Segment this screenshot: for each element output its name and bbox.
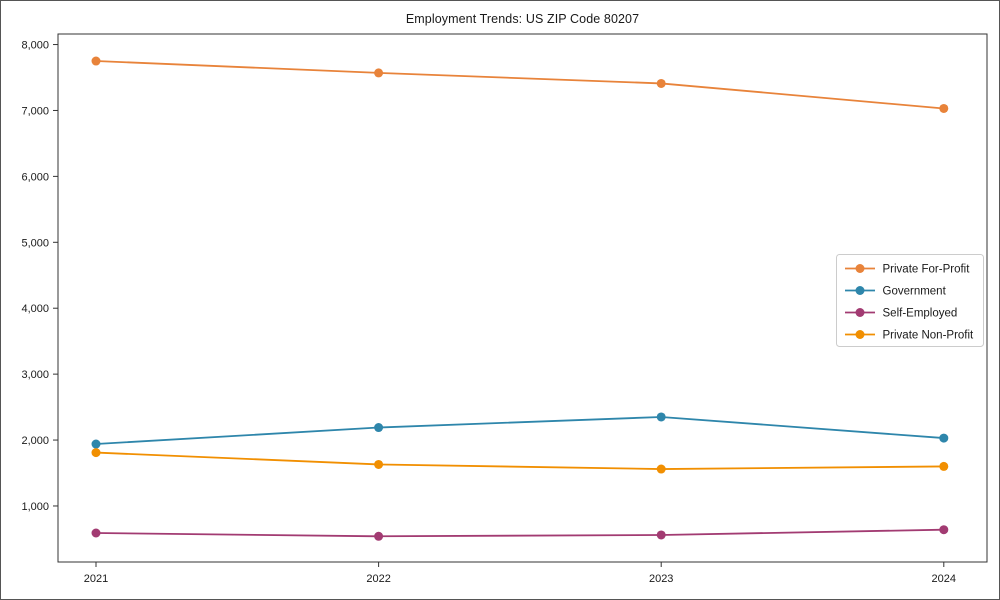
legend-marker-icon	[855, 330, 865, 339]
data-point	[374, 531, 384, 541]
y-tick-label: 7,000	[21, 105, 49, 117]
data-point	[91, 439, 101, 449]
legend-label: Government	[883, 286, 947, 298]
x-tick-label: 2024	[932, 573, 956, 585]
legend-label: Private Non-Profit	[883, 330, 975, 342]
data-point	[656, 412, 666, 422]
series-line	[95, 60, 944, 110]
data-point	[374, 68, 384, 78]
y-tick-label: 8,000	[21, 40, 49, 52]
y-tick-label: 3,000	[21, 369, 49, 381]
series-line	[95, 528, 944, 538]
x-tick-label: 2022	[366, 573, 390, 585]
data-point	[374, 423, 384, 433]
y-tick-label: 6,000	[21, 171, 49, 183]
legend	[836, 254, 984, 347]
data-point	[939, 103, 949, 113]
legend-label: Self-Employed	[883, 308, 958, 320]
x-tick-label: 2023	[649, 573, 673, 585]
legend-label: Private For-Profit	[883, 264, 971, 276]
x-tick-label: 2021	[84, 573, 108, 585]
data-point	[939, 461, 949, 471]
data-point	[91, 448, 101, 458]
y-tick-label: 4,000	[21, 303, 49, 315]
y-tick-label: 2,000	[21, 435, 49, 447]
data-point	[656, 464, 666, 474]
legend-marker-icon	[855, 286, 865, 295]
axes-box	[57, 33, 988, 563]
legend-marker-icon	[855, 264, 865, 273]
data-point	[374, 459, 384, 469]
data-point	[91, 528, 101, 538]
data-point	[939, 525, 949, 535]
series-line	[95, 451, 944, 470]
data-point	[939, 433, 949, 443]
data-point	[91, 56, 101, 66]
y-tick-label: 5,000	[21, 237, 49, 249]
series-line	[95, 416, 944, 445]
y-tick-label: 1,000	[21, 501, 49, 513]
chart-title: Employment Trends: US ZIP Code 80207	[405, 12, 640, 26]
data-point	[656, 530, 666, 540]
legend-marker-icon	[855, 308, 865, 317]
data-point	[656, 78, 666, 88]
